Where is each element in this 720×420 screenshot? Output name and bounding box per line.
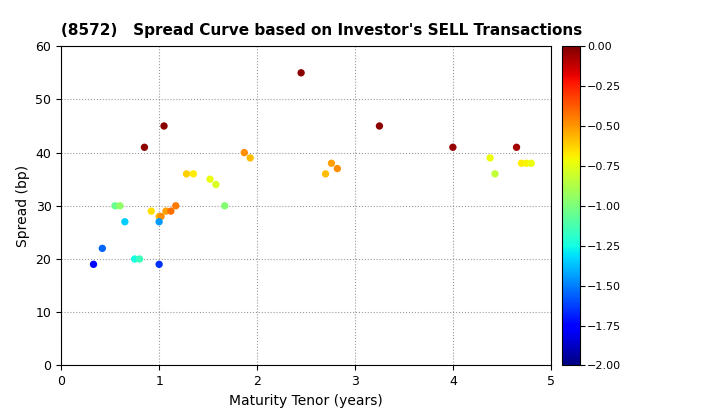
Point — [238, 149, 250, 156]
Point — [244, 155, 256, 161]
Point — [181, 171, 192, 177]
Point — [526, 160, 537, 167]
Point — [145, 208, 157, 215]
Point — [96, 245, 108, 252]
Point — [320, 171, 331, 177]
Point — [510, 144, 522, 151]
Point — [332, 165, 343, 172]
Point — [165, 208, 176, 215]
Point — [447, 144, 459, 151]
Point — [219, 202, 230, 209]
Point — [134, 256, 145, 262]
Point — [516, 160, 527, 167]
Point — [88, 261, 99, 268]
Point — [114, 202, 126, 209]
Point — [153, 261, 165, 268]
Point — [129, 256, 140, 262]
X-axis label: Maturity Tenor (years): Maturity Tenor (years) — [229, 394, 383, 408]
Point — [204, 176, 216, 183]
Point — [210, 181, 222, 188]
Point — [156, 213, 167, 220]
Point — [161, 208, 172, 215]
Text: (8572)   Spread Curve based on Investor's SELL Transactions: (8572) Spread Curve based on Investor's … — [61, 23, 582, 38]
Point — [153, 213, 165, 220]
Point — [170, 202, 181, 209]
Point — [489, 171, 500, 177]
Point — [295, 69, 307, 76]
Point — [119, 218, 130, 225]
Point — [485, 155, 496, 161]
Point — [153, 218, 165, 225]
Point — [188, 171, 199, 177]
Point — [374, 123, 385, 129]
Point — [139, 144, 150, 151]
Point — [109, 202, 121, 209]
Point — [158, 123, 170, 129]
Point — [325, 160, 337, 167]
Point — [521, 160, 532, 167]
Y-axis label: Spread (bp): Spread (bp) — [16, 165, 30, 247]
